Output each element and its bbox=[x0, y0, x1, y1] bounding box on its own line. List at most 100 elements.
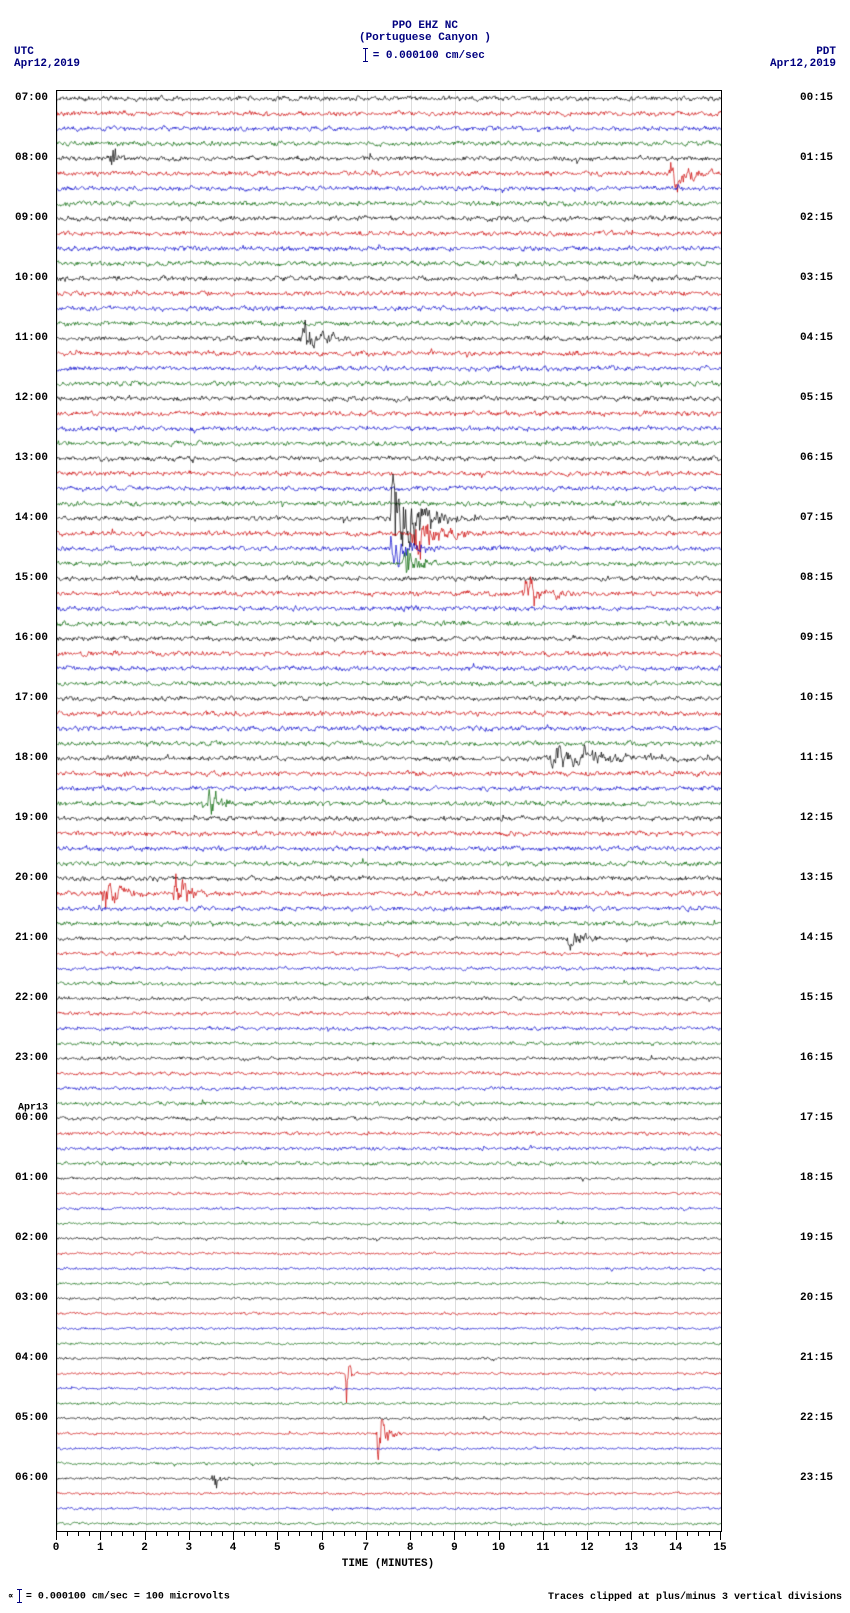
x-tick-minor bbox=[576, 1532, 577, 1536]
x-tick-major bbox=[720, 1532, 721, 1540]
utc-hour-label: 07:00 bbox=[15, 92, 48, 104]
x-tick-minor bbox=[288, 1532, 289, 1536]
local-hour-label: 00:15 bbox=[800, 92, 833, 104]
x-tick-label: 7 bbox=[363, 1542, 370, 1554]
header: PPO EHZ NC (Portuguese Canyon ) = 0.0001… bbox=[0, 20, 850, 62]
x-tick-major bbox=[189, 1532, 190, 1540]
x-tick-minor bbox=[78, 1532, 79, 1536]
x-tick-label: 14 bbox=[669, 1542, 682, 1554]
x-tick-major bbox=[145, 1532, 146, 1540]
local-hour-label: 06:15 bbox=[800, 452, 833, 464]
utc-hour-label: 11:00 bbox=[15, 332, 48, 344]
x-tick-minor bbox=[399, 1532, 400, 1536]
local-hour-label: 09:15 bbox=[800, 632, 833, 644]
x-tick-minor bbox=[532, 1532, 533, 1536]
x-tick-minor bbox=[266, 1532, 267, 1536]
local-hour-label: 03:15 bbox=[800, 272, 833, 284]
local-hour-label: 18:15 bbox=[800, 1172, 833, 1184]
local-hour-label: 15:15 bbox=[800, 992, 833, 1004]
left-date: Apr12,2019 bbox=[14, 58, 80, 70]
x-tick-minor bbox=[477, 1532, 478, 1536]
x-tick-minor bbox=[67, 1532, 68, 1536]
x-tick-minor bbox=[465, 1532, 466, 1536]
x-tick-major bbox=[233, 1532, 234, 1540]
local-hour-label: 20:15 bbox=[800, 1292, 833, 1304]
utc-hour-label: 15:00 bbox=[15, 572, 48, 584]
x-tick-minor bbox=[167, 1532, 168, 1536]
x-tick-label: 1 bbox=[97, 1542, 104, 1554]
local-hour-label: 17:15 bbox=[800, 1112, 833, 1124]
utc-hour-label: 12:00 bbox=[15, 392, 48, 404]
x-tick-major bbox=[100, 1532, 101, 1540]
x-tick-minor bbox=[698, 1532, 699, 1536]
x-tick-label: 3 bbox=[185, 1542, 192, 1554]
utc-hour-label: 09:00 bbox=[15, 212, 48, 224]
utc-hour-label: 03:00 bbox=[15, 1292, 48, 1304]
right-date: Apr12,2019 bbox=[770, 58, 836, 70]
scale-bar-icon bbox=[19, 1589, 20, 1603]
local-hour-label: 16:15 bbox=[800, 1052, 833, 1064]
x-tick-label: 12 bbox=[581, 1542, 594, 1554]
utc-hour-label: 10:00 bbox=[15, 272, 48, 284]
utc-hour-label: 23:00 bbox=[15, 1052, 48, 1064]
right-timezone: PDT bbox=[770, 46, 836, 58]
x-tick-major bbox=[56, 1532, 57, 1540]
utc-hour-label: 02:00 bbox=[15, 1232, 48, 1244]
x-tick-minor bbox=[388, 1532, 389, 1536]
local-hour-label: 02:15 bbox=[800, 212, 833, 224]
local-hour-label: 21:15 bbox=[800, 1352, 833, 1364]
x-tick-minor bbox=[432, 1532, 433, 1536]
x-tick-major bbox=[543, 1532, 544, 1540]
x-tick-minor bbox=[620, 1532, 621, 1536]
x-tick-minor bbox=[122, 1532, 123, 1536]
local-hour-label: 07:15 bbox=[800, 512, 833, 524]
utc-hour-label: 13:00 bbox=[15, 452, 48, 464]
x-tick-minor bbox=[311, 1532, 312, 1536]
utc-hour-label: 22:00 bbox=[15, 992, 48, 1004]
x-tick-label: 6 bbox=[318, 1542, 325, 1554]
x-tick-minor bbox=[665, 1532, 666, 1536]
x-tick-minor bbox=[211, 1532, 212, 1536]
x-axis: TIME (MINUTES) 0123456789101112131415 bbox=[56, 1532, 720, 1572]
utc-hour-label: 08:00 bbox=[15, 152, 48, 164]
x-tick-label: 2 bbox=[141, 1542, 148, 1554]
local-hour-label: 14:15 bbox=[800, 932, 833, 944]
utc-hour-label: 05:00 bbox=[15, 1412, 48, 1424]
x-tick-minor bbox=[178, 1532, 179, 1536]
utc-hour-label: 20:00 bbox=[15, 872, 48, 884]
top-right-label: PDT Apr12,2019 bbox=[770, 46, 836, 70]
footer-scale-prefix: ∝ bbox=[8, 1592, 19, 1602]
x-tick-label: 11 bbox=[536, 1542, 549, 1554]
x-tick-minor bbox=[200, 1532, 201, 1536]
x-tick-minor bbox=[687, 1532, 688, 1536]
x-tick-major bbox=[277, 1532, 278, 1540]
x-tick-major bbox=[322, 1532, 323, 1540]
seismogram-plot bbox=[56, 90, 722, 1532]
x-tick-minor bbox=[344, 1532, 345, 1536]
scale-text: = 0.000100 cm/sec bbox=[373, 50, 485, 62]
utc-hour-label: 00:00 bbox=[15, 1112, 48, 1124]
x-tick-minor bbox=[554, 1532, 555, 1536]
utc-hour-label: 14:00 bbox=[15, 512, 48, 524]
local-hour-label: 04:15 bbox=[800, 332, 833, 344]
x-tick-minor bbox=[355, 1532, 356, 1536]
x-tick-minor bbox=[643, 1532, 644, 1536]
left-timezone: UTC bbox=[14, 46, 80, 58]
x-tick-label: 15 bbox=[713, 1542, 726, 1554]
x-tick-label: 9 bbox=[451, 1542, 458, 1554]
x-tick-minor bbox=[377, 1532, 378, 1536]
footer-scale: ∝ = 0.000100 cm/sec = 100 microvolts bbox=[8, 1589, 230, 1603]
local-hour-label: 10:15 bbox=[800, 692, 833, 704]
x-tick-minor bbox=[598, 1532, 599, 1536]
trace-canvas bbox=[57, 91, 721, 1531]
x-tick-minor bbox=[565, 1532, 566, 1536]
top-left-label: UTC Apr12,2019 bbox=[14, 46, 80, 70]
x-tick-minor bbox=[299, 1532, 300, 1536]
local-hour-label: 13:15 bbox=[800, 872, 833, 884]
utc-hour-label: 18:00 bbox=[15, 752, 48, 764]
utc-hour-label: 16:00 bbox=[15, 632, 48, 644]
station-code: PPO EHZ NC bbox=[0, 20, 850, 32]
right-time-axis: 00:1501:1502:1503:1504:1505:1506:1507:15… bbox=[796, 90, 850, 1530]
x-tick-major bbox=[499, 1532, 500, 1540]
x-tick-minor bbox=[421, 1532, 422, 1536]
